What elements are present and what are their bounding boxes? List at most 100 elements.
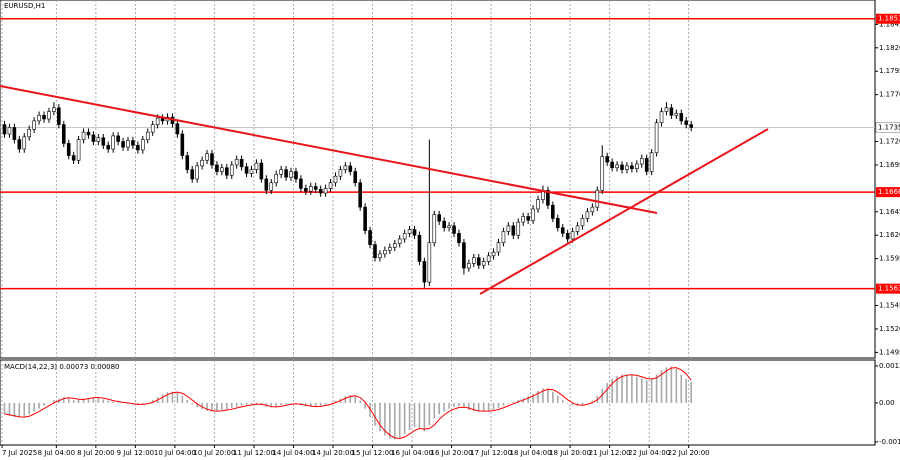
level-label-box xyxy=(876,283,900,294)
y-tick-label: 1.1795 xyxy=(879,67,900,75)
candle-body xyxy=(57,107,61,125)
candle-body xyxy=(427,242,432,283)
candle-body xyxy=(595,189,600,208)
candle-body xyxy=(496,242,501,253)
x-tick-label: 22 Jul 04:00 xyxy=(628,449,670,457)
candle-body xyxy=(343,165,348,170)
candle-body xyxy=(249,169,254,174)
candle-body xyxy=(155,117,160,125)
y-tick-label: 1.1595 xyxy=(879,255,900,263)
candle-body xyxy=(200,159,204,167)
candle-body xyxy=(368,230,372,245)
last-price-label: 1.1735 xyxy=(878,123,900,131)
candle-body xyxy=(289,171,293,178)
candle-body xyxy=(96,137,101,142)
x-tick-label: 14 Jul 20:00 xyxy=(312,449,354,457)
y-tick-label: 1.1645 xyxy=(879,208,900,216)
candle-body xyxy=(259,162,264,180)
candle-body xyxy=(590,206,595,213)
candle-body xyxy=(481,261,486,266)
candle-body xyxy=(674,113,679,116)
candle-body xyxy=(570,231,575,240)
candle-body xyxy=(52,107,56,112)
candle-body xyxy=(521,216,526,223)
level-label: 1.1563 xyxy=(878,285,900,293)
candle-body xyxy=(684,120,689,125)
candle-body xyxy=(363,206,367,231)
candle-body xyxy=(190,169,195,180)
candle-body xyxy=(620,164,624,170)
candle-body xyxy=(407,229,412,234)
candle-body xyxy=(516,221,521,236)
y-tick-label: 1.1720 xyxy=(879,138,900,146)
x-tick-label: 16 Jul 04:00 xyxy=(391,449,433,457)
candle-body xyxy=(141,139,145,151)
last-price-box xyxy=(875,122,900,133)
grid xyxy=(1,0,690,445)
candle-body xyxy=(476,257,481,266)
candle-body xyxy=(308,186,313,192)
candle-body xyxy=(635,163,639,169)
macd-pane xyxy=(0,359,876,446)
candle-body xyxy=(531,208,535,221)
candle-body xyxy=(323,188,328,194)
candle-body xyxy=(506,225,511,232)
candle-body xyxy=(328,182,333,189)
candle-body xyxy=(121,141,125,148)
y-tick-label: 1.1520 xyxy=(879,325,900,333)
candle-body xyxy=(551,204,555,219)
candle-body xyxy=(86,131,91,136)
candle-body xyxy=(71,155,76,161)
candle-body xyxy=(600,156,605,191)
candle-body xyxy=(131,140,135,146)
candle-body xyxy=(229,164,234,176)
level-label: 1.1666 xyxy=(878,188,900,196)
candle-body xyxy=(185,155,190,170)
candle-body xyxy=(486,255,491,262)
candle-body xyxy=(353,171,358,184)
x-tick-label: 9 Jul 12:00 xyxy=(117,449,155,457)
candle-body xyxy=(605,156,609,163)
candle-body xyxy=(205,153,209,161)
candle-body xyxy=(126,140,130,148)
candle-body xyxy=(452,225,456,234)
y-tick-label: 1.1820 xyxy=(879,44,900,52)
candle-body xyxy=(81,131,86,140)
candle-body xyxy=(37,114,41,122)
price-pane xyxy=(0,0,876,359)
candle-body xyxy=(294,171,298,180)
candle-body xyxy=(501,231,506,244)
candle-body xyxy=(111,135,115,150)
candle-body xyxy=(422,261,427,283)
candle-body xyxy=(625,165,629,170)
trendline xyxy=(479,128,769,295)
x-tick-label: 15 Jul 12:00 xyxy=(352,449,394,457)
candle-body xyxy=(442,220,446,229)
candle-body xyxy=(615,164,619,169)
candle-body xyxy=(526,216,530,221)
candle-body xyxy=(304,188,308,192)
indicator-title: MACD(14,22,3) 0.00073 0.00080 xyxy=(4,363,120,371)
candle-body xyxy=(279,169,283,175)
candle-body xyxy=(560,227,565,234)
candle-body xyxy=(358,182,362,208)
x-tick-label: 14 Jul 04:00 xyxy=(272,449,314,457)
candle-body xyxy=(333,175,338,184)
candle-body xyxy=(264,178,269,191)
y-tick-label: 0.0013 xyxy=(879,362,900,370)
candle-body xyxy=(536,199,540,210)
candle-body xyxy=(91,134,96,142)
candle-body xyxy=(284,169,288,178)
candle-body xyxy=(432,214,437,244)
candle-body xyxy=(467,263,471,269)
candle-body xyxy=(462,242,466,269)
y-tick-label: 1.1770 xyxy=(879,91,900,99)
candle-body xyxy=(244,166,249,174)
candle-body xyxy=(22,136,27,150)
candle-body xyxy=(210,153,214,166)
x-tick-label: 10 Jul 20:00 xyxy=(193,449,235,457)
y-tick-label: 1.1620 xyxy=(879,231,900,239)
x-tick-label: 17 Jul 12:00 xyxy=(470,449,512,457)
signal-line xyxy=(4,367,692,439)
candle-body xyxy=(313,186,318,190)
